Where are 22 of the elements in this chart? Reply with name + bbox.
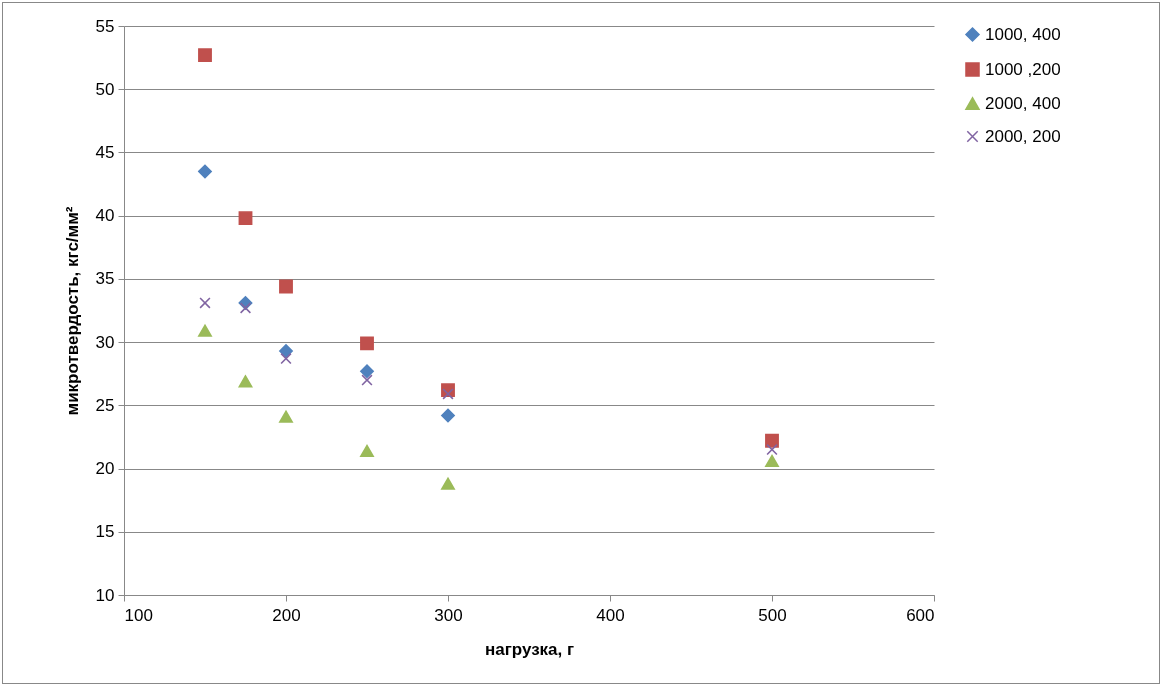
legend-label: 2000, 200 xyxy=(985,126,1061,146)
legend-label: 1000 ,200 xyxy=(985,59,1061,79)
y-axis-title: микротвердость, кгс/мм² xyxy=(62,206,82,416)
y-tick-label: 30 xyxy=(95,332,115,352)
y-tick-label: 35 xyxy=(95,269,115,289)
x-tick-label: 400 xyxy=(596,605,625,625)
x-tick-label: 500 xyxy=(758,605,787,625)
legend-label: 1000, 400 xyxy=(985,24,1061,44)
y-tick-label: 20 xyxy=(95,459,115,479)
x-axis-title: нагрузка, г xyxy=(484,639,575,659)
legend-label: 2000, 400 xyxy=(985,93,1061,113)
x-tick-label: 200 xyxy=(272,605,301,625)
y-tick-label: 40 xyxy=(95,206,115,226)
y-tick-label: 55 xyxy=(95,16,115,36)
x-tick-label: 300 xyxy=(434,605,463,625)
y-tick-label: 50 xyxy=(95,79,115,99)
y-tick-label: 45 xyxy=(95,142,115,162)
y-tick-label: 15 xyxy=(95,522,115,542)
y-tick-label: 10 xyxy=(95,585,115,605)
y-tick-label: 25 xyxy=(95,395,115,415)
x-tick-label: 100 xyxy=(124,605,153,625)
x-tick-label: 600 xyxy=(906,605,935,625)
